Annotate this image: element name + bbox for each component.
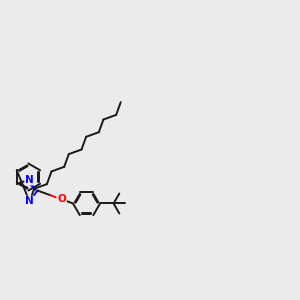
Text: N: N xyxy=(25,175,34,184)
Text: N: N xyxy=(25,196,34,206)
Text: O: O xyxy=(57,194,66,204)
